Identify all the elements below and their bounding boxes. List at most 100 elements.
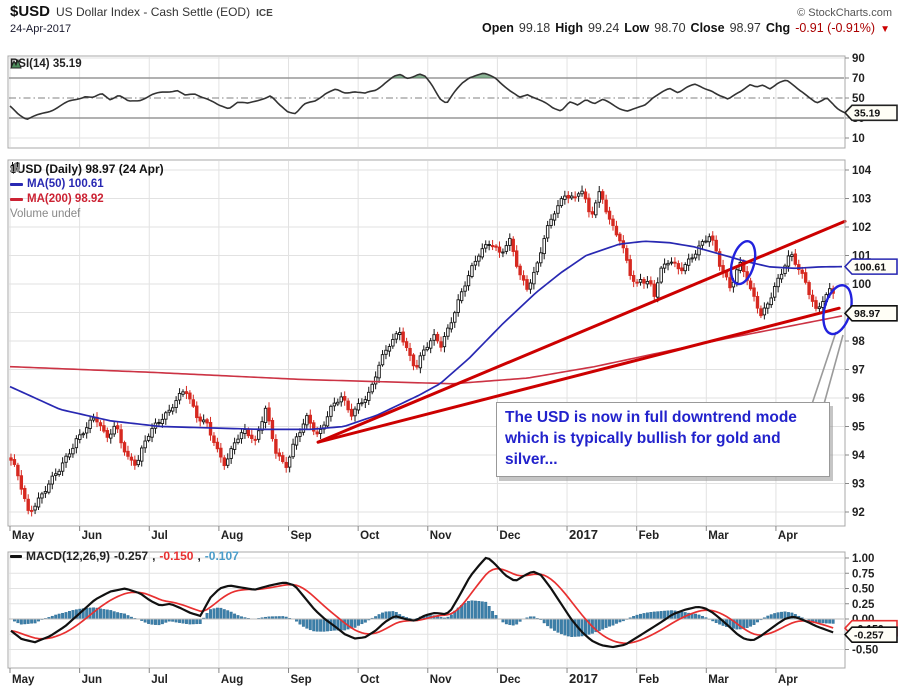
macd-axis-label: 0.75 bbox=[852, 568, 875, 580]
price-legend-symbol-row: $USD (Daily) 98.97 (24 Apr) bbox=[10, 162, 164, 176]
hist-bar bbox=[191, 618, 195, 625]
hist-bar bbox=[467, 600, 470, 620]
candle-body bbox=[133, 459, 137, 466]
rsi-line bbox=[9, 72, 846, 120]
candle-body bbox=[473, 260, 478, 266]
hist-bar bbox=[105, 609, 109, 620]
hist-bar bbox=[319, 618, 323, 632]
hist-bar bbox=[659, 611, 663, 620]
hist-bar bbox=[308, 618, 312, 631]
candle-body bbox=[669, 261, 674, 264]
low-value: 98.70 bbox=[654, 21, 686, 35]
symbol-ticker: $USD bbox=[10, 3, 51, 20]
axis-callout-100.61: 100.61 bbox=[843, 258, 898, 275]
axis-labels: 1041031021011009998979695949392907050301… bbox=[845, 53, 879, 657]
hist-bar bbox=[449, 614, 453, 620]
hist-bar bbox=[480, 601, 484, 620]
candle-body bbox=[477, 255, 481, 262]
hist-bar bbox=[381, 612, 384, 620]
price-axis-label: 93 bbox=[852, 479, 865, 491]
candle-body bbox=[821, 301, 825, 308]
candle-body bbox=[521, 275, 526, 281]
ma200-legend-row: MA(200) 98.92 bbox=[10, 192, 104, 206]
candle-body bbox=[232, 442, 237, 450]
candle-body bbox=[215, 441, 220, 450]
candle-body bbox=[652, 283, 656, 297]
hist-bar bbox=[19, 618, 23, 625]
candle-body bbox=[146, 435, 151, 441]
candle-body bbox=[78, 434, 82, 440]
hist-bar bbox=[353, 618, 357, 628]
candle-body bbox=[532, 271, 536, 285]
candle-body bbox=[683, 264, 687, 272]
hist-bar bbox=[597, 618, 601, 631]
quote-row: 24-Apr-2017 Open 99.18 High 99.24 Low 98… bbox=[10, 21, 890, 37]
candle-body bbox=[387, 346, 392, 352]
rsi-axis-label: 50 bbox=[852, 93, 865, 105]
candle-body bbox=[212, 435, 216, 443]
open-value: 99.18 bbox=[518, 21, 551, 35]
hist-bar bbox=[652, 611, 656, 620]
hist-bar bbox=[30, 618, 34, 624]
hist-bar bbox=[126, 615, 130, 620]
candle-body bbox=[250, 434, 254, 439]
month-label: Dec bbox=[499, 530, 521, 542]
price-axis-label: 100 bbox=[852, 279, 871, 291]
hist-bar bbox=[188, 618, 192, 625]
candle-body bbox=[205, 419, 209, 424]
macd-legend-name: MACD(12,26,9) bbox=[26, 549, 111, 563]
ma50-legend: MA(50) 100.61 bbox=[27, 178, 104, 190]
candle-body bbox=[776, 277, 780, 288]
chart-header: $USD US Dollar Index - Cash Settle (EOD)… bbox=[10, 3, 892, 20]
candle-body bbox=[91, 417, 96, 421]
hist-bar bbox=[116, 612, 120, 620]
candle-body bbox=[625, 248, 629, 261]
month-label: Sep bbox=[291, 674, 312, 686]
axis-callout-text: 98.97 bbox=[854, 308, 880, 320]
volume-legend-row: Volume undef bbox=[10, 163, 80, 221]
candle-body bbox=[143, 440, 147, 449]
candle-body bbox=[735, 269, 739, 283]
candle-body bbox=[119, 429, 123, 444]
rsi-fill-segment bbox=[470, 73, 498, 78]
candle-body bbox=[177, 392, 182, 401]
macd-axis-label: -0.50 bbox=[852, 645, 878, 657]
candle-body bbox=[256, 430, 261, 440]
hist-bar bbox=[566, 618, 570, 637]
rsi-axis-label: 70 bbox=[852, 73, 865, 85]
high-label: High bbox=[555, 21, 583, 35]
macd-axis-label: 0.25 bbox=[852, 599, 875, 611]
hist-bar bbox=[33, 618, 37, 624]
candle-body bbox=[325, 416, 330, 427]
candle-body bbox=[26, 498, 30, 511]
down-triangle-icon: ▼ bbox=[880, 24, 890, 35]
candle-body bbox=[673, 261, 677, 264]
macd-line bbox=[10, 556, 834, 649]
candle-body bbox=[772, 286, 777, 298]
candle-body bbox=[380, 354, 385, 366]
candle-body bbox=[573, 196, 577, 199]
candle-body bbox=[728, 277, 732, 289]
hist-bar bbox=[831, 618, 835, 624]
candle-body bbox=[459, 291, 464, 302]
candle-body bbox=[504, 245, 509, 252]
candle-body bbox=[762, 307, 767, 316]
hist-bar bbox=[301, 618, 305, 627]
hist-bar bbox=[639, 613, 642, 620]
candle-body bbox=[301, 423, 306, 433]
macd-legend-sep1: , bbox=[152, 549, 156, 563]
hist-bar bbox=[143, 618, 147, 623]
candle-body bbox=[360, 402, 364, 405]
candle-body bbox=[645, 280, 650, 285]
hist-bar bbox=[112, 611, 116, 620]
candle-body bbox=[47, 483, 51, 493]
hist-bar bbox=[491, 610, 495, 620]
candle-body bbox=[43, 491, 48, 494]
candle-body bbox=[817, 306, 822, 310]
hist-bar bbox=[164, 618, 168, 623]
hist-bar bbox=[195, 618, 199, 625]
copyright-label: © StockCharts.com bbox=[797, 7, 892, 19]
month-label: Jun bbox=[82, 530, 102, 542]
hist-bar bbox=[305, 618, 309, 629]
candle-body bbox=[19, 475, 24, 490]
